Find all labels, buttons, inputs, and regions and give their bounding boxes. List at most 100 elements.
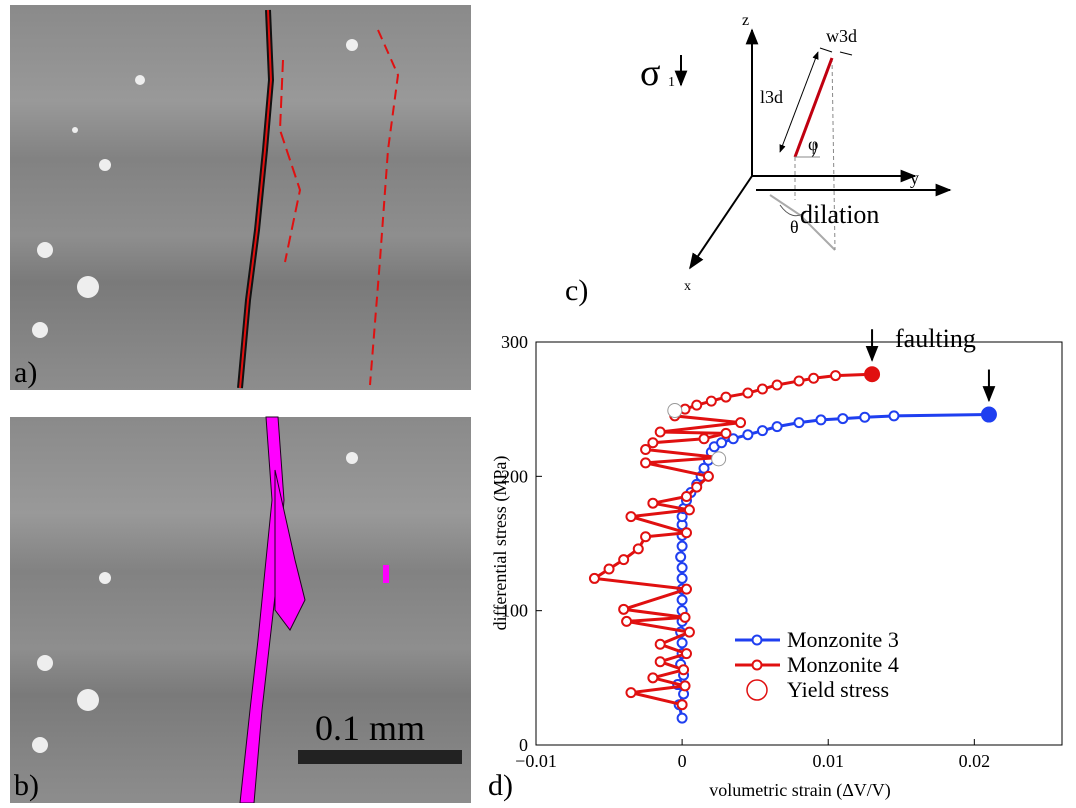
phi-label: φ xyxy=(808,134,818,154)
annotation: faulting xyxy=(895,324,976,353)
point xyxy=(742,429,754,441)
panel-label: d) xyxy=(488,769,513,802)
point xyxy=(640,443,652,455)
point xyxy=(793,417,805,429)
point xyxy=(588,572,600,584)
y-axis-title: differential stress (MPa) xyxy=(490,456,511,631)
point xyxy=(676,712,688,724)
y-tick-label: 300 xyxy=(501,332,528,352)
point xyxy=(625,511,637,523)
point xyxy=(771,379,783,391)
scale-label: 0.1 mm xyxy=(315,708,425,748)
w-label: w3d xyxy=(826,26,857,46)
point xyxy=(676,637,688,649)
point xyxy=(618,603,630,615)
point xyxy=(647,672,659,684)
inclusions xyxy=(32,39,358,338)
point xyxy=(676,594,688,606)
scale-bar xyxy=(298,750,462,764)
legend-marker xyxy=(746,679,768,701)
point xyxy=(621,615,633,627)
point xyxy=(720,427,732,439)
point xyxy=(625,687,637,699)
image-b xyxy=(10,417,471,803)
point xyxy=(640,457,652,469)
point xyxy=(640,531,652,543)
point xyxy=(698,462,710,474)
point xyxy=(771,421,783,433)
point xyxy=(647,437,659,449)
point xyxy=(756,425,768,437)
point xyxy=(675,551,687,563)
panel-a: a) xyxy=(10,5,471,390)
yield-point xyxy=(667,403,683,419)
point xyxy=(679,611,691,623)
plot-frame xyxy=(535,341,1063,746)
panel-label: a) xyxy=(14,356,37,389)
point xyxy=(702,470,714,482)
legend-marker xyxy=(751,659,763,671)
point xyxy=(705,395,717,407)
x-tick-label: −0.01 xyxy=(515,751,557,771)
legend-label: Yield stress xyxy=(787,677,889,702)
panel-c-labels: σ 1 z y x w3d l3d φ θ c) xyxy=(565,12,919,307)
point xyxy=(676,572,688,584)
sigma-sub: 1 xyxy=(668,75,675,90)
point xyxy=(676,699,688,711)
point xyxy=(680,490,692,502)
point xyxy=(654,638,666,650)
yield-point xyxy=(711,451,727,467)
point xyxy=(793,375,805,387)
point xyxy=(864,366,881,383)
point xyxy=(716,437,728,449)
y-tick-label: 0 xyxy=(519,735,528,755)
x-tick-label: 0 xyxy=(678,751,687,771)
panel-b: 0.1 mm b) xyxy=(10,416,471,804)
annotation: dilation xyxy=(800,200,879,229)
theta-label: θ xyxy=(790,217,799,237)
point xyxy=(980,406,997,423)
x-tick-label: 0.01 xyxy=(812,751,844,771)
point xyxy=(756,383,768,395)
point xyxy=(742,387,754,399)
point xyxy=(808,372,820,384)
legend-label: Monzonite 3 xyxy=(787,627,899,652)
x-tick-label: 0.02 xyxy=(959,751,991,771)
point xyxy=(735,417,747,429)
point xyxy=(680,648,692,660)
inclusions xyxy=(32,452,358,753)
point xyxy=(678,664,690,676)
y-tick-label: 200 xyxy=(501,466,528,486)
point xyxy=(676,562,688,574)
y-tick-label: 100 xyxy=(501,601,528,621)
point xyxy=(654,656,666,668)
x-axis-title: volumetric strain (ΔV/V) xyxy=(709,780,891,801)
point xyxy=(830,370,842,382)
point xyxy=(680,527,692,539)
point xyxy=(888,410,900,422)
panel-label: b) xyxy=(14,769,39,802)
point xyxy=(720,391,732,403)
panel-label: c) xyxy=(565,274,588,307)
chart: d) volumetric strain (ΔV/V) differential… xyxy=(488,183,1063,802)
point xyxy=(691,481,703,493)
legend-marker xyxy=(751,634,763,646)
point xyxy=(727,433,739,445)
sigma: σ xyxy=(640,52,660,94)
point xyxy=(680,583,692,595)
axis-z: z xyxy=(742,12,749,29)
l-label: l3d xyxy=(760,87,783,107)
point xyxy=(654,426,666,438)
point xyxy=(618,554,630,566)
point xyxy=(815,414,827,426)
point xyxy=(632,543,644,555)
point xyxy=(698,433,710,445)
axis-x: x xyxy=(684,279,691,294)
legend-label: Monzonite 4 xyxy=(787,652,899,677)
point xyxy=(676,540,688,552)
point xyxy=(679,680,691,692)
point xyxy=(691,399,703,411)
axis-y: y xyxy=(910,168,919,188)
point xyxy=(837,413,849,425)
